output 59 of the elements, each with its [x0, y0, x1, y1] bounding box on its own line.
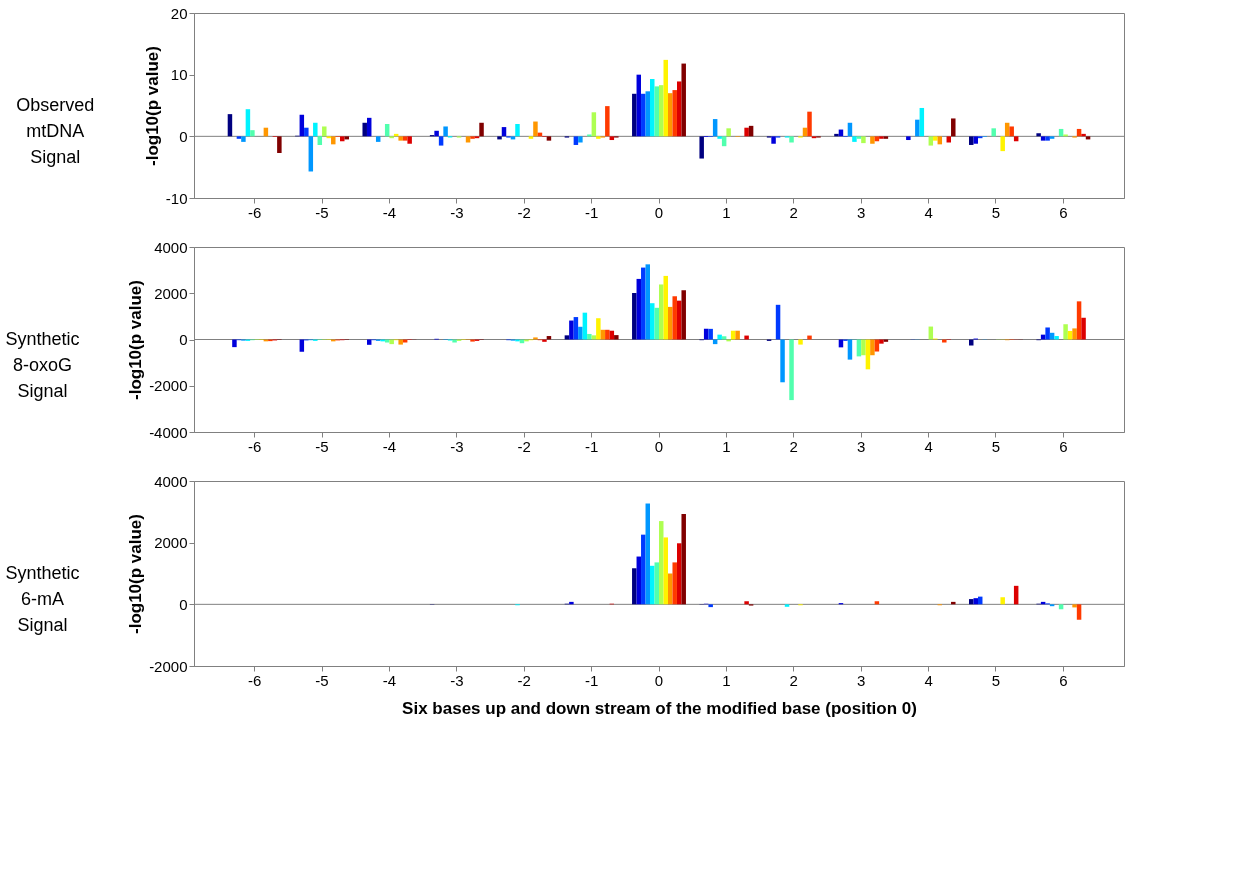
x-tick-label: -1	[584, 203, 599, 221]
y-tick-label: 4000	[154, 238, 188, 256]
y-tick-label: -2000	[149, 377, 188, 395]
y-axis-title: -log10(p value)	[126, 280, 146, 400]
x-tick-label: 1	[722, 203, 731, 221]
x-tick-label: -5	[315, 437, 329, 455]
text: Observed mtDNA Signal	[16, 94, 95, 167]
y-tick-label: 2000	[154, 284, 188, 302]
y-tick-label: 0	[179, 331, 188, 348]
x-tick-label: -3	[450, 437, 464, 455]
x-tick-label: -5	[315, 203, 329, 221]
x-axis-title: Six bases up and down stream of the modified base (position 0)	[402, 698, 917, 718]
x-tick-label: 3	[857, 203, 866, 221]
x-tick-label: -2	[517, 671, 531, 689]
x-tick-label: -4	[382, 671, 397, 689]
x-tick-label: 5	[991, 671, 1001, 689]
x-tick-label: -6	[247, 203, 262, 221]
text: Synthetic 8-oxoG Signal	[5, 328, 80, 401]
x-tick-label: 6	[1059, 437, 1068, 455]
x-tick-label: 4	[924, 437, 933, 455]
x-tick-label: -2	[517, 203, 531, 221]
x-tick-label: 1	[722, 671, 731, 689]
y-tick-label: 0	[179, 595, 188, 613]
x-tick-label: -2	[517, 437, 531, 455]
x-tick-label: 3	[857, 437, 866, 455]
x-tick-label: -4	[382, 203, 397, 221]
y-tick-label: -4000	[149, 423, 188, 441]
x-tick-label: -1	[584, 437, 599, 455]
x-tick-label: -6	[247, 437, 262, 455]
x-tick-label: -3	[450, 203, 464, 221]
y-axis-title: -log10(p value)	[142, 46, 162, 166]
x-tick-label: -5	[315, 671, 329, 689]
x-tick-label: -1	[584, 671, 599, 689]
x-tick-label: 3	[857, 671, 866, 689]
x-tick-label: 6	[1059, 671, 1068, 689]
x-tick-label: 5	[991, 437, 1001, 455]
x-tick-label: 1	[722, 437, 731, 455]
y-tick-label: -2000	[149, 657, 188, 675]
x-tick-label: -3	[450, 671, 464, 689]
x-tick-label: 4	[924, 671, 933, 689]
y-tick-label: 10	[170, 66, 188, 84]
y-tick-label: 20	[170, 4, 188, 22]
y-tick-label: -10	[165, 189, 188, 207]
x-tick-label: -4	[382, 437, 397, 455]
x-tick-label: 2	[789, 671, 798, 689]
x-tick-label: 4	[924, 203, 933, 221]
x-tick-label: 0	[654, 671, 664, 689]
y-tick-label: 0	[179, 127, 188, 145]
text: Synthetic 6-mA Signal	[5, 562, 80, 635]
x-tick-label: 6	[1059, 203, 1068, 221]
x-tick-label: 0	[654, 203, 664, 221]
y-axis-title: -log10(p value)	[126, 514, 146, 634]
x-tick-label: -6	[247, 671, 262, 689]
x-tick-label: 2	[789, 437, 798, 455]
x-tick-label: 5	[991, 203, 1001, 221]
x-tick-label: 0	[654, 437, 664, 455]
y-tick-label: 4000	[154, 472, 188, 490]
x-tick-label: 2	[789, 203, 798, 221]
y-tick-label: 2000	[154, 534, 188, 552]
